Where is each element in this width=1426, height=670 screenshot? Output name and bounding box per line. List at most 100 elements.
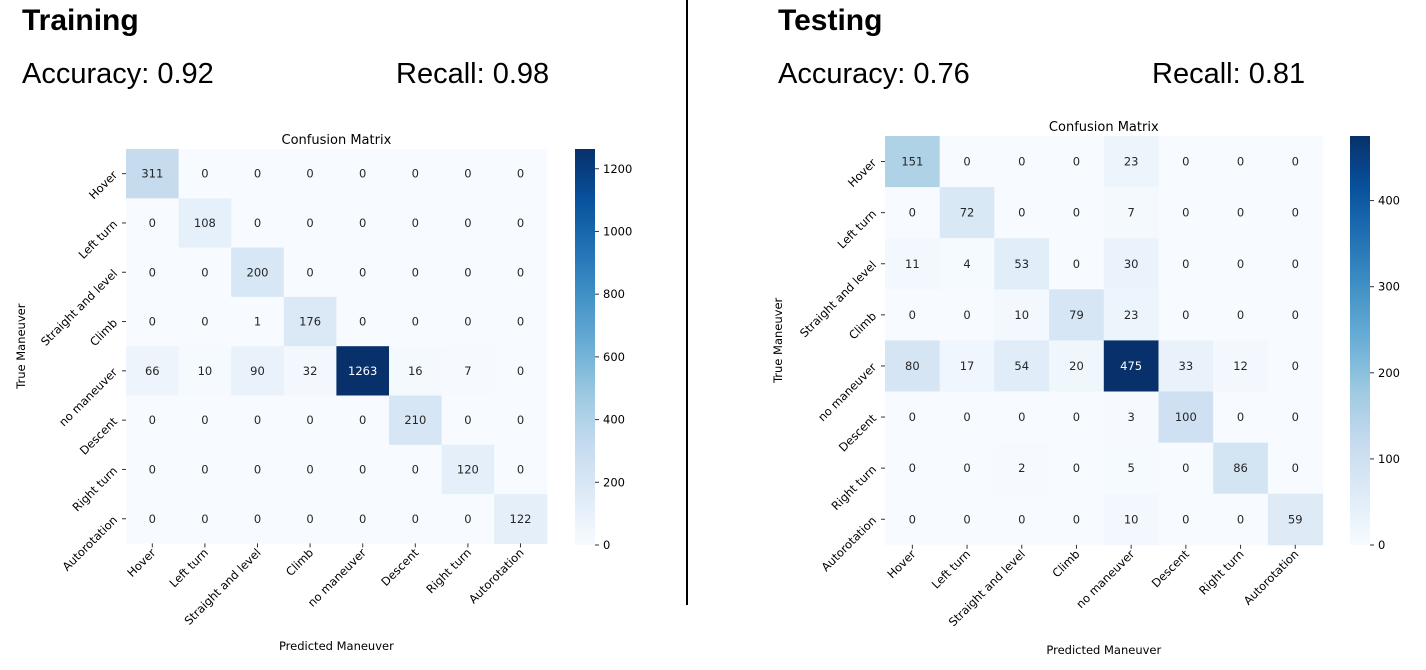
colorbar-tick-label: 200	[1378, 366, 1400, 380]
heatmap-cell	[389, 395, 443, 446]
heatmap-cell	[1213, 136, 1269, 188]
cell-value: 0	[149, 462, 156, 476]
heatmap-cell	[1049, 391, 1105, 444]
cell-value: 0	[517, 167, 524, 181]
cell-value: 0	[149, 216, 156, 230]
heatmap-cell	[336, 444, 390, 495]
cell-value: 0	[359, 315, 366, 329]
cell-value: 0	[464, 265, 471, 279]
heatmap-cell	[494, 494, 548, 544]
heatmap-cell	[126, 444, 180, 495]
heatmap-cell	[939, 442, 995, 495]
cell-value: 0	[149, 512, 156, 526]
heatmap-cell	[178, 247, 232, 298]
cell-value: 0	[1018, 206, 1025, 220]
cell-value: 0	[517, 216, 524, 230]
heatmap-cell	[283, 395, 337, 446]
heatmap-cell	[178, 149, 232, 199]
x-tick-label: Hover	[884, 547, 918, 581]
x-tick-label: no maneuver	[1073, 547, 1137, 611]
cell-value: 0	[359, 462, 366, 476]
cell-value: 0	[359, 167, 366, 181]
heatmap-cell	[336, 346, 390, 396]
heatmap-cell	[178, 198, 232, 249]
cell-value: 17	[960, 359, 975, 373]
cell-value: 0	[1292, 206, 1299, 220]
heatmap-cell	[939, 187, 995, 239]
heatmap-cell	[389, 198, 443, 249]
heatmap-cell	[283, 198, 337, 249]
heatmap-cell	[1267, 391, 1324, 444]
cell-value: 0	[306, 216, 313, 230]
heatmap-cell	[441, 247, 495, 298]
x-axis-label: Predicted Maneuver	[1046, 643, 1161, 657]
colorbar-tick-label: 300	[1378, 280, 1400, 294]
heatmap-cell	[994, 289, 1050, 341]
cell-value: 108	[194, 216, 216, 230]
cell-value: 0	[909, 410, 916, 424]
colorbar-tick-label: 600	[603, 350, 625, 364]
heatmap-cell	[885, 340, 941, 392]
y-tick-label: Descent	[836, 411, 880, 455]
heatmap-cell	[441, 395, 495, 446]
cell-value: 0	[1073, 410, 1080, 424]
heatmap-cell	[494, 346, 548, 396]
cell-value: 0	[359, 216, 366, 230]
cell-value: 72	[960, 206, 975, 220]
cell-value: 7	[1127, 206, 1134, 220]
heatmap-cell	[389, 296, 443, 347]
x-tick-label: Descent	[1149, 547, 1193, 591]
heatmap-cell	[178, 346, 232, 396]
heatmap-cell	[939, 136, 995, 188]
cell-value: 23	[1124, 155, 1139, 169]
heatmap-cell	[283, 444, 337, 495]
cell-value: 1	[254, 315, 261, 329]
cell-value: 0	[909, 461, 916, 475]
heatmap-cell	[389, 444, 443, 495]
heatmap-cell	[939, 340, 995, 392]
cell-value: 0	[517, 315, 524, 329]
heatmap-cell	[283, 494, 337, 544]
cell-value: 311	[141, 167, 163, 181]
heatmap-cell	[1158, 340, 1214, 392]
cell-value: 0	[963, 461, 970, 475]
colorbar-tick-label: 400	[1378, 194, 1400, 208]
cell-value: 0	[1018, 512, 1025, 526]
heatmap-cell	[1267, 442, 1324, 495]
heatmap-cell	[1049, 340, 1105, 392]
cell-value: 0	[359, 413, 366, 427]
heatmap-cell	[231, 494, 285, 544]
testing-heading: Testing	[778, 4, 883, 37]
heatmap-cell	[1103, 340, 1159, 392]
heatmap-cell	[994, 136, 1050, 188]
cell-value: 0	[412, 216, 419, 230]
heatmap-cell	[283, 149, 337, 199]
heatmap-cell	[885, 136, 941, 188]
cell-value: 0	[201, 315, 208, 329]
heatmap-cell	[1049, 136, 1105, 188]
heatmap-cell	[494, 149, 548, 199]
cell-value: 0	[1237, 410, 1244, 424]
cell-value: 0	[1182, 206, 1189, 220]
cell-value: 0	[254, 216, 261, 230]
y-tick-label: Climb	[846, 309, 879, 342]
cell-value: 1263	[348, 364, 377, 378]
cell-value: 0	[149, 413, 156, 427]
heatmap-cell	[1158, 289, 1214, 341]
cell-value: 10	[1014, 308, 1029, 322]
cell-value: 0	[1292, 257, 1299, 271]
cell-value: 0	[412, 265, 419, 279]
heatmap-cell	[1103, 442, 1159, 495]
y-tick-label: Autorotation	[818, 513, 879, 574]
heatmap-cell	[994, 187, 1050, 239]
cell-value: 0	[201, 512, 208, 526]
heatmap-cell	[1158, 238, 1214, 290]
heatmap-cell	[441, 444, 495, 495]
cell-value: 0	[306, 265, 313, 279]
y-axis-label: True Maneuver	[771, 297, 785, 384]
colorbar	[575, 149, 595, 545]
cell-value: 0	[1073, 461, 1080, 475]
cell-value: 80	[905, 359, 920, 373]
cell-value: 11	[905, 257, 920, 271]
